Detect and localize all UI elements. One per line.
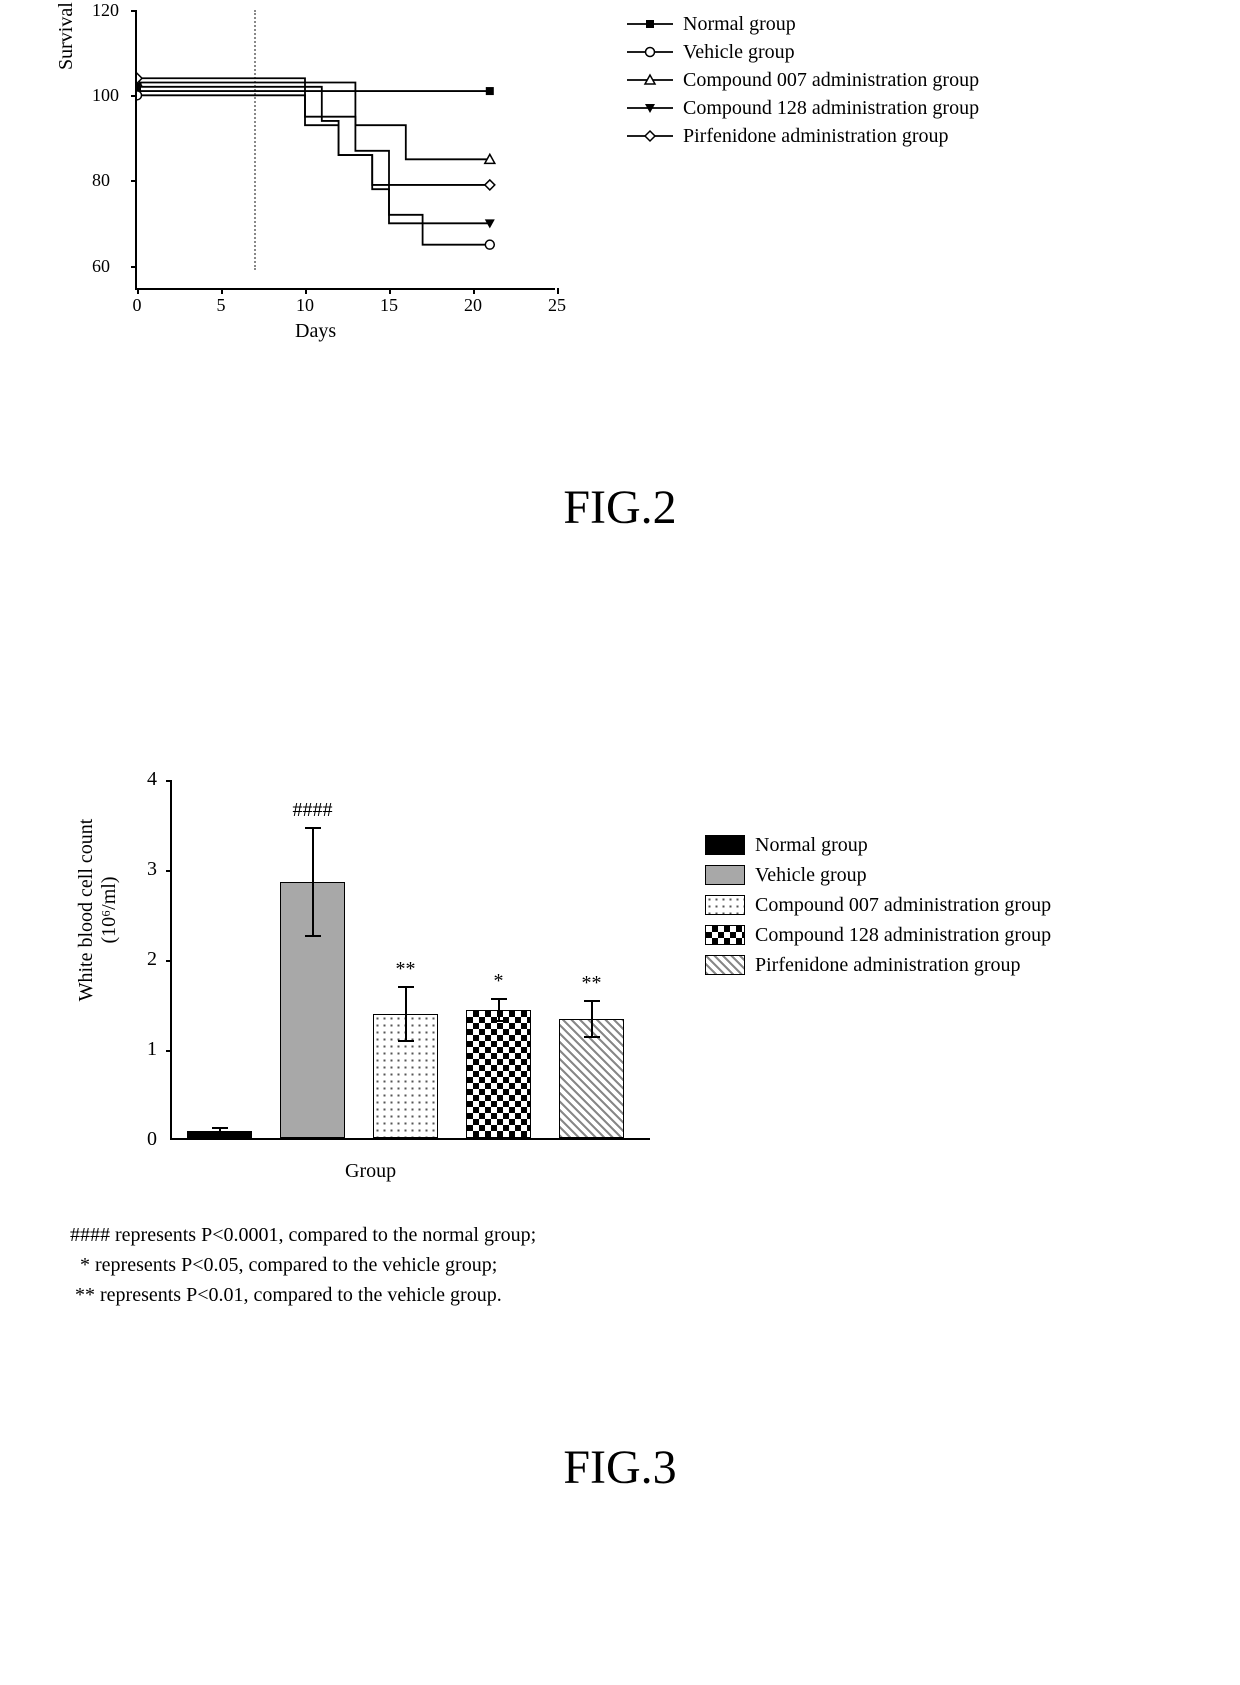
legend-marker bbox=[625, 70, 675, 90]
legend-label: Compound 007 administration group bbox=[755, 894, 1051, 917]
legend-label: Compound 128 administration group bbox=[683, 97, 979, 120]
errbar bbox=[591, 1001, 593, 1037]
legend-label: Compound 128 administration group bbox=[755, 924, 1051, 947]
xtick-0: 0 bbox=[133, 295, 142, 316]
bar-ytick-1: 1 bbox=[147, 1038, 157, 1061]
bar-annotation: ** bbox=[396, 958, 416, 981]
bar-annotation: * bbox=[494, 970, 504, 993]
fig2-ylabel: Survival Rate (%) bbox=[55, 0, 78, 70]
legend-row: Compound 007 administration group bbox=[705, 890, 1051, 920]
footnote-line: #### represents P<0.0001, compared to th… bbox=[70, 1220, 536, 1250]
legend-label: Vehicle group bbox=[755, 864, 867, 887]
bar-annotation: #### bbox=[293, 799, 333, 822]
bar-annotation: ** bbox=[582, 972, 602, 995]
fig3-footnotes: #### represents P<0.0001, compared to th… bbox=[70, 1220, 536, 1310]
footnote-line: * represents P<0.05, compared to the veh… bbox=[70, 1250, 536, 1280]
legend-row: Normal group bbox=[705, 830, 1051, 860]
legend-row: Pirfenidone administration group bbox=[705, 950, 1051, 980]
fig2-plot-area: 120 100 80 60 0 5 10 15 20 25 bbox=[135, 10, 555, 290]
ytick-120: 120 bbox=[92, 0, 119, 21]
legend-row: Vehicle group bbox=[625, 38, 979, 66]
fig3-ylabel-l2: (10⁶/ml) bbox=[98, 877, 120, 944]
legend-row: Normal group bbox=[625, 10, 979, 38]
xtick-15: 15 bbox=[380, 295, 398, 316]
xtick-10: 10 bbox=[296, 295, 314, 316]
legend-label: Pirfenidone administration group bbox=[683, 125, 949, 148]
fig3-ylabel-l1: White blood cell count bbox=[75, 819, 97, 1002]
footnote-line: ** represents P<0.01, compared to the ve… bbox=[70, 1280, 536, 1310]
legend-marker bbox=[625, 42, 675, 62]
legend-row: Pirfenidone administration group bbox=[625, 122, 979, 150]
xtick-5: 5 bbox=[217, 295, 226, 316]
legend-swatch bbox=[705, 865, 745, 885]
errbar bbox=[405, 987, 407, 1041]
legend-label: Normal group bbox=[683, 13, 796, 36]
fig3-legend: Normal group Vehicle group Compound 007 ad… bbox=[705, 830, 1051, 980]
legend-swatch bbox=[705, 925, 745, 945]
fig3-plot-area: 4 3 2 1 0 ####***** bbox=[170, 780, 650, 1140]
bar-ytick-4: 4 bbox=[147, 768, 157, 791]
legend-label: Compound 007 administration group bbox=[683, 69, 979, 92]
bar-ytick-2: 2 bbox=[147, 948, 157, 971]
fig2-legend: Normal group Vehicle group Compound 007 ad… bbox=[625, 10, 979, 150]
fig2-caption: FIG.2 bbox=[0, 480, 1240, 535]
fig2-xlabel: Days bbox=[295, 320, 336, 343]
legend-row: Compound 007 administration group bbox=[625, 66, 979, 94]
fig3-ylabel: White blood cell count (10⁶/ml) bbox=[75, 780, 121, 1040]
legend-marker bbox=[625, 14, 675, 34]
legend-row: Compound 128 administration group bbox=[625, 94, 979, 122]
bar-3 bbox=[466, 1010, 531, 1138]
errbar bbox=[312, 828, 314, 936]
legend-row: Vehicle group bbox=[705, 860, 1051, 890]
legend-label: Pirfenidone administration group bbox=[755, 954, 1021, 977]
bar-ytick-3: 3 bbox=[147, 858, 157, 881]
legend-swatch bbox=[705, 955, 745, 975]
fig3-bar-chart: White blood cell count (10⁶/ml) 4 3 2 1 … bbox=[65, 760, 1165, 1260]
ytick-80: 80 bbox=[92, 170, 110, 191]
fig2-caption-block: FIG.2 bbox=[0, 480, 1240, 535]
fig2-survival-chart: Survival Rate (%) Days 120 100 80 60 0 5… bbox=[65, 10, 1165, 350]
legend-marker bbox=[625, 98, 675, 118]
fig3-caption-block: FIG.3 bbox=[0, 1440, 1240, 1495]
xtick-20: 20 bbox=[464, 295, 482, 316]
ytick-100: 100 bbox=[92, 85, 119, 106]
legend-label: Normal group bbox=[755, 834, 868, 857]
bar-ytick-0: 0 bbox=[147, 1128, 157, 1151]
fig3-caption: FIG.3 bbox=[0, 1440, 1240, 1495]
legend-swatch bbox=[705, 835, 745, 855]
fig3-xlabel: Group bbox=[345, 1160, 396, 1183]
legend-row: Compound 128 administration group bbox=[705, 920, 1051, 950]
errbar bbox=[498, 999, 500, 1021]
fig2-lines-svg bbox=[137, 10, 557, 290]
xtick-25: 25 bbox=[548, 295, 566, 316]
ytick-60: 60 bbox=[92, 256, 110, 277]
legend-label: Vehicle group bbox=[683, 41, 795, 64]
legend-marker bbox=[625, 126, 675, 146]
legend-swatch bbox=[705, 895, 745, 915]
